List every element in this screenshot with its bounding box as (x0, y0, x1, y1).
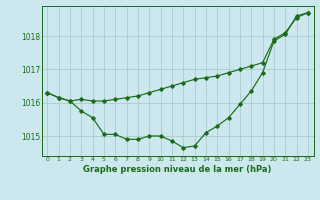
X-axis label: Graphe pression niveau de la mer (hPa): Graphe pression niveau de la mer (hPa) (84, 165, 272, 174)
